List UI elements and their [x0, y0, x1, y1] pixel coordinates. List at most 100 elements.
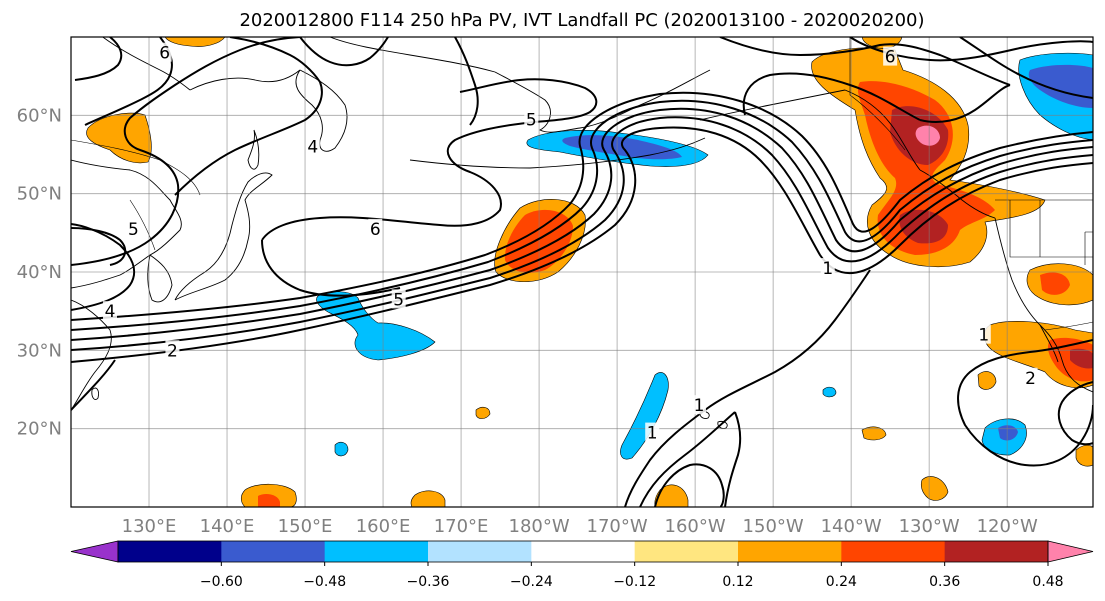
colorbar-swatch: [531, 541, 636, 562]
pv-contour: [71, 359, 116, 411]
colorbar: [70, 540, 1094, 563]
pv-contour: [724, 411, 742, 507]
contour-label: 6: [370, 220, 381, 240]
negative-anomaly-inner: [1028, 64, 1093, 108]
coastline-asia: [71, 159, 182, 289]
pv-contour: [174, 37, 323, 196]
contour-label-background: [820, 258, 835, 278]
contour-label-background: [391, 289, 406, 309]
longitude-tick-label: 180°W: [509, 516, 570, 537]
colorbar-swatch: [944, 541, 1049, 562]
colorbar-extend-high: [1047, 540, 1094, 563]
pv-contour: [71, 107, 1093, 341]
positive-anomaly-mid: [258, 494, 280, 507]
border-alaska-canada: [849, 37, 906, 151]
colorbar-swatch: [221, 541, 326, 562]
contour-label: 6: [159, 44, 170, 64]
pv-contour: [719, 37, 1011, 86]
colorbar-swatch: [324, 541, 429, 562]
political-borders: [71, 37, 1093, 331]
contour-label: 2: [1025, 369, 1036, 389]
positive-anomaly-outer: [1075, 444, 1093, 467]
colorbar-tick-label: 0.24: [826, 574, 857, 590]
pv-contour: [624, 269, 871, 507]
longitude-tick-label: 140°E: [200, 516, 255, 537]
contour-label: 1: [978, 326, 989, 346]
colorbar-extend-low: [70, 540, 119, 563]
coastline-islands-nw: [101, 37, 191, 91]
coastline-china-south: [71, 299, 112, 411]
longitude-tick-label: 170°E: [434, 516, 489, 537]
colorbar-tick-label: 0.48: [1032, 574, 1063, 590]
border-state-lines: [1009, 200, 1093, 265]
pv-contour: [261, 239, 401, 297]
negative-anomaly-outer: [822, 386, 837, 398]
contour-label-background: [165, 340, 180, 360]
colorbar-tick-label: −0.60: [200, 574, 243, 590]
colorbar-tick-label: −0.24: [510, 574, 553, 590]
map-panel: 6 5 4 2 4 6 5 5 6 1 1 1 2 1: [70, 36, 1094, 508]
positive-anomaly-outer: [861, 426, 887, 441]
colorbar-swatch: [841, 541, 946, 562]
contour-label: 1: [694, 396, 705, 416]
contour-label: 6: [885, 48, 896, 68]
coastline-bc: [919, 169, 996, 219]
coastline-korea: [147, 254, 173, 303]
colorbar-swatch: [428, 541, 532, 562]
coastlines: [71, 37, 1093, 429]
pv-contour: [1057, 381, 1093, 446]
positive-anomaly-outer: [475, 406, 491, 419]
contour-label: 5: [128, 220, 139, 240]
colorbar-tick-label: −0.36: [407, 574, 450, 590]
pv-contour: [71, 91, 1093, 321]
coastline-baja: [1039, 324, 1059, 363]
pv-contour: [74, 37, 123, 81]
contour-label: 2: [167, 341, 178, 361]
contour-labels: 6 5 4 2 4 6 5 5 6 1 1 1 2 1: [103, 42, 1038, 444]
longitude-tick-label: 150°E: [278, 516, 333, 537]
colorbar-tick-label: −0.12: [613, 574, 656, 590]
positive-anomaly-peak: [915, 125, 940, 146]
contour-label-background: [692, 395, 707, 415]
pv-contour: [261, 78, 598, 241]
latitude-tick-label: 40°N: [17, 262, 62, 283]
latitude-tick-label: 50°N: [17, 184, 62, 205]
pv-contour: [654, 463, 725, 507]
positive-anomaly-outer: [164, 37, 226, 47]
latitude-tick-label: 60°N: [17, 105, 62, 126]
longitude-tick-label: 160°W: [665, 516, 726, 537]
colorbar-swatch: [634, 541, 739, 562]
pv-contour: [454, 37, 479, 126]
colorbar-tick-labels: −0.60 −0.48 −0.36 −0.24 −0.12 0.12 0.24 0.36 0.4…: [200, 562, 1064, 590]
map-frame: [70, 36, 1094, 508]
colorbar-swatch: [738, 541, 842, 562]
coastline-gulf-alaska: [844, 89, 921, 171]
contour-label-background: [103, 301, 118, 321]
pv-contour: [71, 37, 301, 266]
coastline-japan: [174, 172, 273, 301]
positive-anomaly-outer: [920, 476, 949, 501]
contour-label: 4: [105, 302, 116, 322]
coastline-sakhalin: [247, 129, 260, 170]
positive-anomaly-outer: [410, 490, 446, 507]
coastline-siberia: [329, 37, 496, 73]
contour-label: 1: [822, 259, 833, 279]
positive-anomaly-outer: [861, 37, 903, 49]
colorbar-tick-label: 0.12: [722, 574, 753, 590]
colorbar-frame: [117, 540, 1049, 563]
contour-label-background: [976, 324, 991, 344]
colorbar-tick-label: 0.36: [929, 574, 960, 590]
coastline-alaska-west: [494, 69, 711, 133]
coastline-us-west: [994, 217, 1093, 393]
contour-label: 5: [526, 110, 537, 130]
pv-contour: [71, 126, 1093, 363]
contour-label-background: [524, 109, 539, 129]
longitude-tick-label: 130°E: [122, 516, 177, 537]
longitude-tick-label: 120°W: [977, 516, 1038, 537]
latitude-tick-label: 30°N: [17, 340, 62, 361]
longitude-tick-label: 170°W: [587, 516, 648, 537]
negative-anomaly-outer: [316, 291, 436, 361]
coastline-aleutians: [409, 137, 706, 169]
contour-label: 5: [393, 290, 404, 310]
border-us-mexico: [1044, 321, 1093, 331]
